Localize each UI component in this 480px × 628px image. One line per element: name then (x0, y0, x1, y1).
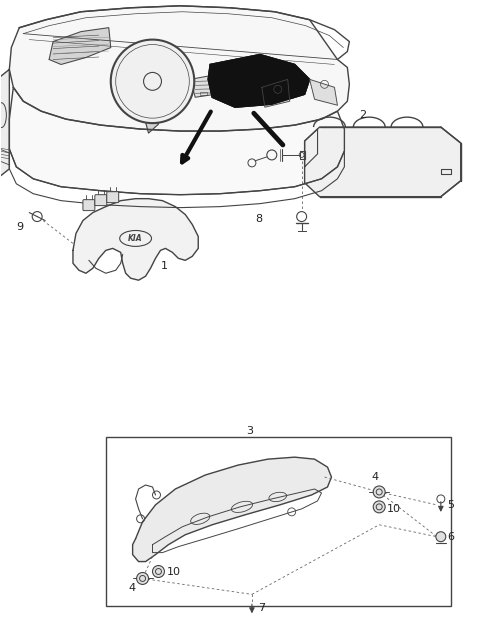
Polygon shape (305, 127, 461, 197)
Text: 4: 4 (129, 583, 136, 593)
Text: 5: 5 (447, 500, 454, 510)
Polygon shape (9, 87, 344, 195)
Polygon shape (132, 457, 332, 561)
Polygon shape (190, 67, 262, 97)
Bar (106, 437, 451, 606)
Bar (200, 92, 207, 95)
Text: 10: 10 (167, 568, 180, 578)
Polygon shape (310, 79, 337, 106)
Bar (228, 92, 235, 95)
Bar (242, 92, 249, 95)
Text: 8: 8 (255, 214, 262, 224)
Text: 2: 2 (360, 110, 366, 120)
Circle shape (373, 501, 385, 513)
Ellipse shape (120, 230, 152, 246)
Polygon shape (9, 6, 349, 131)
Text: 1: 1 (160, 261, 168, 271)
FancyBboxPatch shape (107, 192, 119, 203)
Text: 7: 7 (258, 604, 265, 614)
Text: KIA: KIA (128, 234, 143, 243)
Circle shape (373, 486, 385, 498)
Circle shape (436, 532, 446, 542)
Text: 4: 4 (371, 472, 378, 482)
Polygon shape (0, 70, 9, 177)
Circle shape (111, 40, 194, 123)
Polygon shape (49, 28, 111, 65)
Polygon shape (208, 55, 310, 107)
Polygon shape (73, 198, 198, 280)
Polygon shape (208, 55, 310, 107)
Circle shape (137, 573, 148, 585)
Polygon shape (262, 79, 290, 107)
Text: 6: 6 (447, 532, 454, 542)
Text: 3: 3 (246, 426, 253, 436)
Text: 10: 10 (387, 504, 401, 514)
Polygon shape (305, 129, 318, 167)
Circle shape (153, 566, 165, 578)
Bar (214, 92, 221, 95)
FancyBboxPatch shape (83, 200, 95, 210)
Text: 9: 9 (16, 222, 24, 232)
Polygon shape (143, 101, 158, 133)
FancyBboxPatch shape (95, 195, 107, 205)
FancyBboxPatch shape (136, 65, 169, 97)
